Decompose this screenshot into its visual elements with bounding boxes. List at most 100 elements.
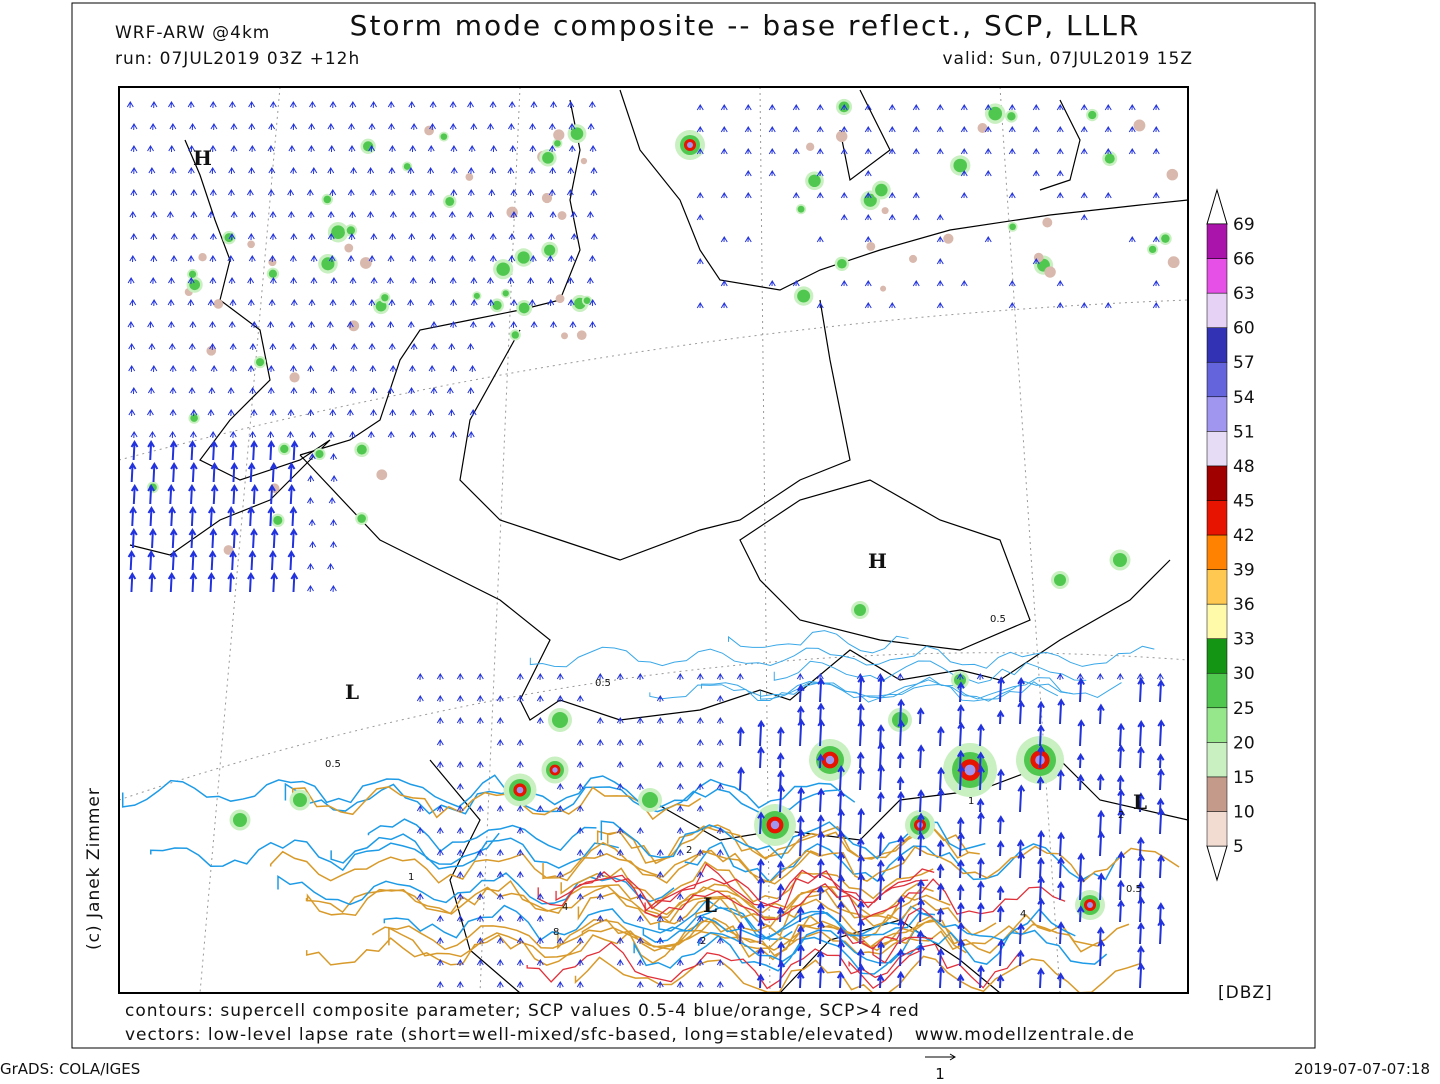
vector [448,343,456,351]
vector [450,167,458,175]
vector [388,123,395,131]
vector [737,726,745,747]
vector [328,387,336,395]
vector [960,126,968,133]
vector [656,717,664,725]
echo [375,300,387,312]
vector [1080,126,1088,133]
vector [187,299,195,307]
vector [720,280,728,287]
vector [840,192,848,199]
vector [170,462,178,483]
vector [129,255,137,263]
contour [305,934,584,967]
vector [249,343,257,351]
vector [696,192,704,199]
vector [1076,905,1085,923]
vector [720,148,728,155]
vector [268,299,276,307]
vector [1037,829,1046,857]
vector [1137,896,1146,923]
vector [456,783,464,791]
vector [1032,258,1040,265]
colorbar-end [1206,845,1228,882]
vector [516,805,524,813]
contour [701,676,1122,700]
vector [450,145,458,153]
echo [1113,553,1127,567]
vector [570,211,578,219]
vector [350,343,358,351]
vector [568,145,576,153]
credit: (c) Janek Zimmer [84,787,104,950]
contour [388,926,966,964]
vector [1097,939,1106,967]
vector [936,882,945,901]
contour-label: 4 [562,902,568,913]
vector [167,321,175,329]
vector [427,167,435,175]
vector [410,123,418,131]
vector [896,776,905,791]
vector [656,695,664,703]
echo [247,240,255,249]
vector [888,148,896,155]
vector [467,343,475,351]
vector [450,189,458,197]
vector [1008,104,1016,111]
vector [676,827,684,835]
echo [381,294,389,302]
vector [407,321,415,329]
vector [130,233,138,241]
vector [837,874,846,901]
vector [269,277,277,285]
vector [129,211,137,219]
vector [744,170,752,177]
vector [388,299,396,307]
colorbar-unit: [DBZ] [1218,983,1273,1003]
vector [696,981,704,989]
vector [837,764,846,791]
vector [696,717,704,725]
vector [536,937,544,945]
vector [856,751,865,769]
vector [369,189,377,197]
vector [1057,769,1065,791]
vector [456,673,464,681]
vector [960,148,968,155]
vector [329,409,337,417]
vector [984,126,992,133]
vector [864,236,872,243]
vector [349,277,357,285]
vector [776,860,785,879]
vector [409,431,417,439]
vector [912,126,920,133]
vector [368,255,376,263]
vector [548,123,556,131]
colorbar-box [1206,707,1228,743]
echo [687,142,693,148]
echo [554,139,561,147]
vector [1156,673,1164,681]
vector [567,299,575,307]
vector [469,365,476,373]
vector [267,189,275,197]
colorbar-box [1206,361,1228,398]
vector [289,101,297,109]
contour [367,818,597,853]
vector [147,550,156,571]
contour-label: 1 [408,872,414,883]
vector [287,550,296,571]
vector [897,790,905,813]
vector [409,409,417,417]
echo [403,163,411,170]
vector [817,830,826,857]
vector [188,343,196,351]
contour [684,841,1119,884]
vector [840,104,848,111]
vector [716,937,724,945]
vector [696,673,704,681]
vector [189,321,197,329]
vector [1057,831,1065,857]
echo [321,257,335,271]
